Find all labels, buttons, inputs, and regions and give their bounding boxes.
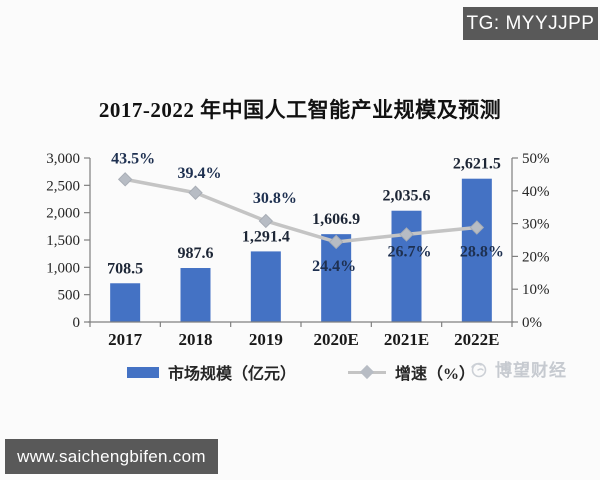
svg-text:2,000: 2,000 bbox=[46, 206, 80, 222]
svg-text:2017: 2017 bbox=[108, 330, 143, 349]
svg-text:0: 0 bbox=[73, 315, 81, 331]
svg-text:2019: 2019 bbox=[249, 330, 283, 349]
svg-text:500: 500 bbox=[58, 288, 81, 304]
svg-text:43.5%: 43.5% bbox=[111, 150, 155, 167]
svg-text:0%: 0% bbox=[522, 315, 542, 331]
svg-text:2,621.5: 2,621.5 bbox=[453, 156, 501, 173]
svg-text:1,500: 1,500 bbox=[46, 233, 80, 249]
legend-bar-label: 市场规模（亿元） bbox=[167, 366, 296, 383]
svg-text:30.8%: 30.8% bbox=[253, 190, 297, 207]
source-url-text: www.saichengbifen.com bbox=[17, 446, 206, 466]
svg-text:1,606.9: 1,606.9 bbox=[312, 211, 360, 228]
svg-text:2021E: 2021E bbox=[384, 330, 429, 349]
svg-text:30%: 30% bbox=[522, 217, 550, 233]
source-url-bar: www.saichengbifen.com bbox=[5, 439, 218, 474]
publisher-watermark-text: 博望财经 bbox=[495, 361, 567, 380]
svg-text:2022E: 2022E bbox=[454, 330, 499, 349]
svg-text:3,000: 3,000 bbox=[46, 151, 80, 167]
chart-legend: 市场规模（亿元） 增速（%） bbox=[90, 360, 512, 384]
svg-text:50%: 50% bbox=[522, 151, 550, 167]
legend-item-growth-rate: 增速（%） bbox=[348, 360, 475, 384]
svg-text:26.7%: 26.7% bbox=[388, 243, 432, 260]
telegram-contact-badge: TG: MYYJJPP bbox=[463, 7, 598, 40]
svg-text:28.8%: 28.8% bbox=[460, 244, 504, 261]
telegram-contact-text: TG: MYYJJPP bbox=[466, 12, 595, 34]
svg-text:24.4%: 24.4% bbox=[312, 258, 356, 275]
svg-text:2,035.6: 2,035.6 bbox=[383, 188, 431, 205]
svg-text:987.6: 987.6 bbox=[178, 245, 214, 262]
legend-line-label: 增速（%） bbox=[395, 366, 476, 383]
svg-text:708.5: 708.5 bbox=[107, 260, 143, 277]
legend-item-market-scale: 市场规模（亿元） bbox=[126, 360, 296, 384]
legend-diamond-marker-icon bbox=[359, 364, 375, 379]
bird-logo-icon bbox=[471, 362, 487, 377]
svg-text:10%: 10% bbox=[522, 282, 550, 298]
svg-text:20%: 20% bbox=[522, 249, 550, 265]
svg-text:1,000: 1,000 bbox=[46, 260, 80, 276]
svg-text:2,500: 2,500 bbox=[46, 178, 80, 194]
svg-text:39.4%: 39.4% bbox=[178, 165, 222, 182]
chart-title: 2017-2022 年中国人工智能产业规模及预测 bbox=[98, 98, 502, 122]
legend-line-swatch bbox=[348, 364, 386, 379]
legend-bar-swatch bbox=[126, 366, 159, 378]
publisher-watermark: 博望财经 bbox=[468, 356, 567, 381]
svg-text:2018: 2018 bbox=[179, 330, 213, 349]
svg-text:40%: 40% bbox=[522, 184, 550, 200]
svg-text:2020E: 2020E bbox=[313, 330, 358, 349]
svg-text:1,291.4: 1,291.4 bbox=[242, 228, 290, 245]
